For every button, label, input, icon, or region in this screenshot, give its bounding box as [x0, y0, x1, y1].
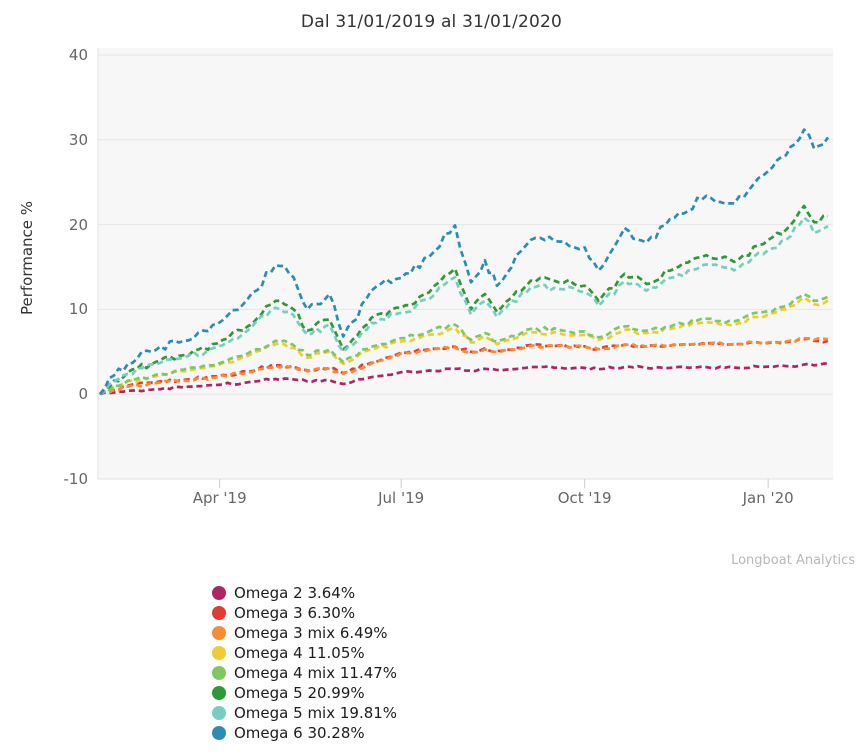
- x-tick-label-jan-20: Jan '20: [742, 489, 794, 507]
- series-line-omega-3-mix: [99, 336, 829, 396]
- y-tick-label-10: 10: [68, 300, 88, 319]
- legend-label-omega-4-mix: Omega 4 mix 11.47%: [234, 664, 398, 682]
- y-tick-label-30: 30: [68, 130, 88, 149]
- series-line-omega-5: [98, 204, 829, 396]
- legend-item-omega-5-mix[interactable]: Omega 5 mix 19.81%: [212, 703, 397, 723]
- legend-item-omega-3-mix[interactable]: Omega 3 mix 6.49%: [212, 623, 397, 643]
- legend-marker-omega-5: [212, 686, 226, 700]
- legend-item-omega-5[interactable]: Omega 5 20.99%: [212, 683, 397, 703]
- legend-label-omega-3: Omega 3 6.30%: [234, 604, 356, 622]
- legend-label-omega-3-mix: Omega 3 mix 6.49%: [234, 624, 388, 642]
- legend-label-omega-6: Omega 6 30.28%: [234, 724, 365, 742]
- plot-area[interactable]: [0, 0, 863, 545]
- legend-label-omega-5-mix: Omega 5 mix 19.81%: [234, 704, 398, 722]
- legend-marker-omega-4-mix: [212, 666, 226, 680]
- legend-marker-omega-3-mix: [212, 626, 226, 640]
- legend-marker-omega-4: [212, 646, 226, 660]
- watermark-credit: Longboat Analytics: [731, 553, 855, 568]
- series-line-omega-5-mix: [99, 216, 829, 396]
- legend: Omega 2 3.64% Omega 3 6.30% Omega 3 mix 6.…: [212, 583, 397, 743]
- y-tick-label-20: 20: [68, 215, 88, 234]
- legend-item-omega-6[interactable]: Omega 6 30.28%: [212, 723, 397, 743]
- chart-title: Dal 31/01/2019 al 31/01/2020: [300, 12, 563, 32]
- x-tick-label-jul-19: Jul '19: [378, 489, 425, 507]
- legend-item-omega-2[interactable]: Omega 2 3.64%: [212, 583, 397, 603]
- series-line-omega-4-mix: [99, 292, 829, 396]
- legend-item-omega-4-mix[interactable]: Omega 4 mix 11.47%: [212, 663, 397, 683]
- series-line-omega-6: [98, 128, 830, 396]
- legend-item-omega-4[interactable]: Omega 4 11.05%: [212, 643, 397, 663]
- y-tick-label--10: -10: [63, 470, 89, 488]
- legend-label-omega-5: Omega 5 20.99%: [234, 684, 365, 702]
- y-tick-label-0: 0: [78, 385, 88, 404]
- y-tick-label-40: 40: [68, 46, 88, 64]
- x-tick-label-apr-19: Apr '19: [192, 489, 247, 507]
- legend-marker-omega-3: [212, 606, 226, 620]
- legend-label-omega-2: Omega 2 3.64%: [234, 584, 356, 602]
- legend-marker-omega-2: [212, 586, 226, 600]
- series-line-omega-3: [99, 337, 829, 396]
- x-tick-label-oct-19: Oct '19: [557, 489, 612, 507]
- legend-label-omega-4: Omega 4 11.05%: [234, 644, 365, 662]
- legend-item-omega-3[interactable]: Omega 3 6.30%: [212, 603, 397, 623]
- legend-marker-omega-6: [212, 726, 226, 740]
- series-line-omega-2: [99, 361, 829, 396]
- legend-marker-omega-5-mix: [212, 706, 226, 720]
